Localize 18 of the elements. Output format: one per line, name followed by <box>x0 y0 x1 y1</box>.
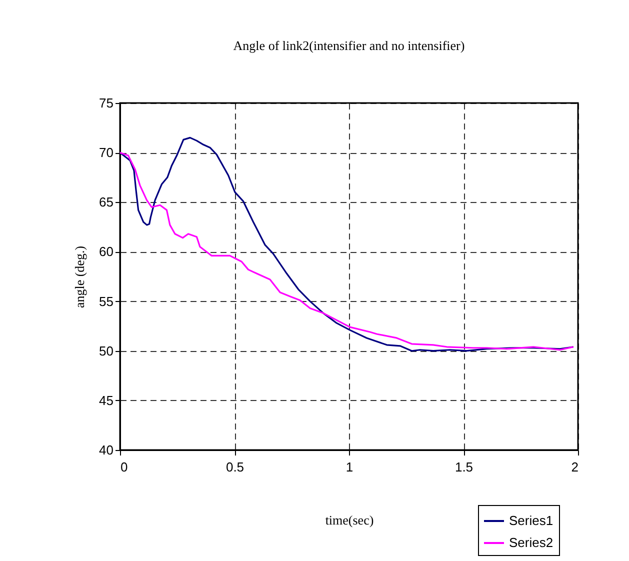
legend-label: Series2 <box>509 535 554 550</box>
x-tick-label: 0 <box>120 460 128 474</box>
y-tick-label: 60 <box>99 244 114 260</box>
y-tick-label: 45 <box>99 392 114 408</box>
y-axis-title: angle (deg.) <box>72 246 88 308</box>
y-tick-label: 65 <box>99 194 114 210</box>
x-tick-label: 0.5 <box>226 460 244 474</box>
y-tick-label: 75 <box>99 96 114 110</box>
y-tick-label: 55 <box>99 294 114 309</box>
chart-title: Angle of link2(intensifier and no intensifier) <box>233 38 465 53</box>
legend-label: Series1 <box>509 513 554 528</box>
x-axis-title: time(sec) <box>325 512 374 528</box>
y-tick-label: 40 <box>99 442 114 458</box>
x-tick-label: 1.5 <box>454 460 474 474</box>
x-tick-label: 1 <box>346 460 354 474</box>
y-tick-label: 50 <box>99 343 114 358</box>
y-tick-label: 70 <box>99 145 114 160</box>
x-tick-label: 2 <box>571 460 578 474</box>
